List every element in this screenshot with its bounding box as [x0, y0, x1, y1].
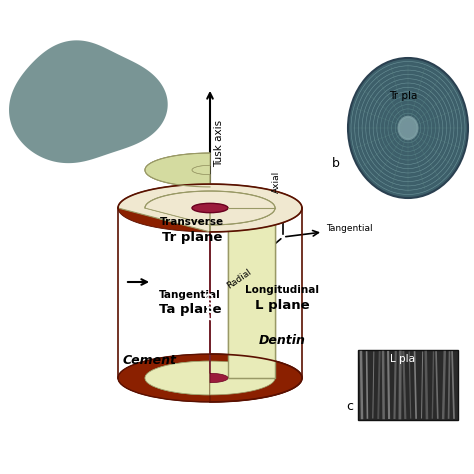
Text: Tangential: Tangential [159, 290, 221, 300]
Polygon shape [145, 153, 210, 225]
Polygon shape [118, 184, 302, 232]
Text: Ta plane: Ta plane [159, 303, 221, 317]
Polygon shape [145, 191, 210, 395]
Polygon shape [192, 203, 228, 383]
Polygon shape [210, 191, 275, 395]
Text: Transverse: Transverse [160, 217, 224, 227]
Polygon shape [210, 203, 228, 383]
Text: b: b [332, 156, 340, 170]
Polygon shape [145, 191, 275, 225]
Text: Radial: Radial [225, 267, 253, 291]
Polygon shape [228, 208, 275, 378]
Text: L pla: L pla [391, 354, 416, 364]
Polygon shape [228, 208, 275, 378]
Polygon shape [9, 40, 168, 163]
Polygon shape [118, 184, 210, 402]
Text: Dentin: Dentin [258, 334, 305, 346]
Polygon shape [145, 153, 210, 187]
Ellipse shape [192, 203, 228, 213]
Text: Pulp: Pulp [203, 291, 217, 319]
Text: Tr pla: Tr pla [389, 91, 417, 101]
Text: Tangential: Tangential [326, 224, 373, 233]
Ellipse shape [192, 374, 228, 383]
Bar [358, 350, 458, 420]
Text: c: c [346, 400, 353, 412]
Ellipse shape [118, 354, 302, 402]
Ellipse shape [348, 58, 468, 198]
Text: Tusk axis: Tusk axis [214, 119, 224, 166]
Text: Axial: Axial [272, 171, 281, 193]
Text: L plane: L plane [255, 299, 310, 311]
Polygon shape [192, 165, 210, 213]
Text: Longitudinal: Longitudinal [245, 285, 319, 295]
Polygon shape [210, 184, 302, 402]
Ellipse shape [398, 116, 419, 140]
Text: Cement: Cement [123, 354, 177, 366]
Ellipse shape [145, 361, 275, 395]
Text: Tr plane: Tr plane [162, 230, 222, 244]
